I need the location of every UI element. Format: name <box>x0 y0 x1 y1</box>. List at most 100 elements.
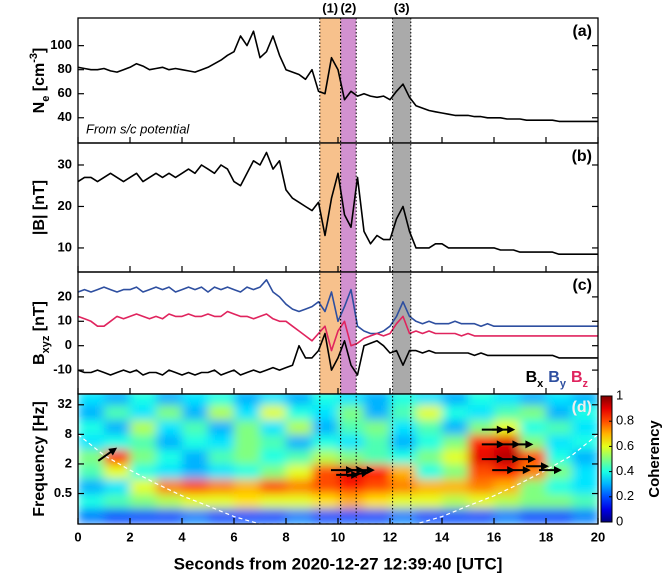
heatmap-cell <box>286 478 313 495</box>
heatmap-cell <box>468 419 495 435</box>
x-tick-label: 6 <box>230 529 237 544</box>
heatmap-cell <box>78 463 105 480</box>
heatmap-cell <box>390 478 417 495</box>
heatmap-cell <box>312 478 339 495</box>
y-tick-label: 40 <box>58 109 72 124</box>
heatmap-cell <box>338 449 365 465</box>
heatmap-cell <box>390 493 417 509</box>
heatmap-cell <box>338 434 365 450</box>
heatmap-cell <box>468 434 495 450</box>
heatmap-cell <box>286 493 313 509</box>
y-axis-label: Bxyz [nT] <box>31 301 52 365</box>
heatmap-cell <box>468 449 495 465</box>
interval-label: (3) <box>394 0 410 15</box>
heatmap-cell <box>416 419 443 435</box>
heatmap <box>78 394 598 524</box>
heatmap-cell <box>572 404 598 421</box>
heatmap-cell <box>546 434 573 450</box>
heatmap-cell <box>156 434 183 450</box>
colorbar <box>600 395 613 523</box>
y-tick-label: 10 <box>58 239 72 254</box>
x-tick-label: 8 <box>282 529 289 544</box>
heatmap-cell <box>572 419 598 435</box>
legend-name: B <box>548 369 560 386</box>
heatmap-cell <box>286 463 313 480</box>
y-axis-label: |B| [nT] <box>31 180 48 235</box>
legend-name: B <box>571 369 583 386</box>
panel-label: (b) <box>572 148 592 165</box>
heatmap-cell <box>130 508 157 524</box>
heatmap-cell <box>546 404 573 421</box>
heatmap-cell <box>156 463 183 480</box>
heatmap-cell <box>546 463 573 480</box>
heatmap-cell <box>364 478 391 495</box>
heatmap-cell <box>130 478 157 495</box>
heatmap-cell <box>390 434 417 450</box>
heatmap-cell <box>182 394 209 406</box>
legend: Bx By Bz <box>526 369 589 390</box>
heatmap-cell <box>312 419 339 435</box>
data-line <box>77 310 598 352</box>
y-tick-label: 10 <box>58 313 72 328</box>
heatmap-cell <box>234 404 261 421</box>
heatmap-cell <box>390 508 417 524</box>
x-tick-label: 14 <box>435 529 450 544</box>
arrow-head <box>507 425 516 434</box>
heatmap-cell <box>572 434 598 450</box>
heatmap-cell <box>208 508 235 524</box>
heatmap-cell <box>78 419 105 435</box>
heatmap-cell <box>286 394 313 406</box>
heatmap-cell <box>442 434 469 450</box>
heatmap-cell <box>572 449 598 465</box>
x-tick-label: 0 <box>74 529 81 544</box>
colorbar-tick-label: 0.4 <box>616 463 634 478</box>
heatmap-cell <box>416 508 443 524</box>
colorbar-label: Coherency <box>646 420 663 498</box>
heatmap-cell <box>390 419 417 435</box>
heatmap-cell <box>468 508 495 524</box>
y-axis-label-part: N <box>31 102 48 114</box>
heatmap-cell <box>442 449 469 465</box>
heatmap-cell <box>130 434 157 450</box>
heatmap-cell <box>390 394 417 406</box>
data-line <box>77 30 598 123</box>
phase-arrow <box>510 440 534 449</box>
phase-arrow <box>507 466 531 475</box>
heatmap-cell <box>130 394 157 406</box>
y-tick-label: 20 <box>58 288 72 303</box>
heatmap-cell <box>182 449 209 465</box>
heatmap-cell <box>364 434 391 450</box>
heatmap-cell <box>416 478 443 495</box>
heatmap-cell <box>364 449 391 465</box>
heatmap-cell <box>182 404 209 421</box>
heatmap-cell <box>546 493 573 509</box>
heatmap-cell <box>260 419 287 435</box>
y-tick-label: 20 <box>58 198 72 213</box>
heatmap-cell <box>312 434 339 450</box>
heatmap-cell <box>234 449 261 465</box>
y-tick-label: 80 <box>58 61 72 76</box>
heatmap-cell <box>156 419 183 435</box>
heatmap-cell <box>260 394 287 406</box>
data-line <box>77 151 598 255</box>
heatmap-cell <box>312 449 339 465</box>
heatmap-cell <box>130 463 157 480</box>
heatmap-cell <box>78 394 105 406</box>
data-line <box>77 332 598 376</box>
data-line <box>77 279 598 335</box>
y-axis-label: Ne [cm-3] <box>28 48 52 114</box>
y-axis-label-part: [cm <box>31 63 48 96</box>
arrow-head <box>522 466 531 475</box>
heatmap-cell <box>520 434 547 450</box>
heatmap-cell <box>286 508 313 524</box>
heatmap-cell <box>494 394 521 406</box>
legend-sub: x <box>537 378 544 390</box>
heatmap-cell <box>208 419 235 435</box>
heatmap-cell <box>182 463 209 480</box>
y-axis-label-part: B <box>31 353 48 365</box>
interval-label: (2) <box>340 0 356 15</box>
panel-label: (d) <box>572 399 592 416</box>
heatmap-cell <box>520 508 547 524</box>
heatmap-cell <box>364 404 391 421</box>
